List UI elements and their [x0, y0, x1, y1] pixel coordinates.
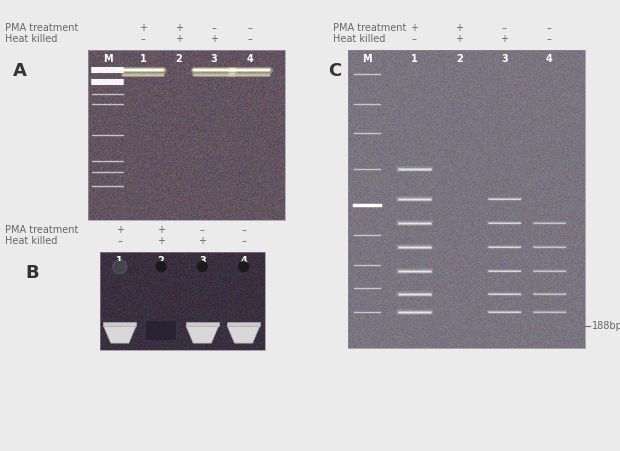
Circle shape — [113, 260, 127, 274]
Text: +: + — [500, 34, 508, 44]
Bar — [348, 50, 585, 348]
Text: +: + — [455, 34, 463, 44]
Text: –: – — [200, 225, 205, 235]
Text: PMA treatment: PMA treatment — [5, 225, 78, 235]
Text: 3: 3 — [199, 256, 206, 266]
Circle shape — [239, 262, 249, 272]
Text: –: – — [141, 34, 146, 44]
Text: 4: 4 — [240, 256, 247, 266]
Bar — [100, 252, 265, 350]
Text: +: + — [157, 236, 165, 246]
Text: –: – — [117, 236, 122, 246]
Text: +: + — [175, 23, 183, 33]
Polygon shape — [227, 326, 260, 343]
Text: –: – — [502, 23, 507, 33]
Text: +: + — [198, 236, 206, 246]
Circle shape — [197, 262, 207, 272]
Text: 4: 4 — [546, 54, 553, 64]
Polygon shape — [104, 326, 136, 343]
Text: M: M — [103, 54, 112, 64]
Bar — [146, 321, 176, 340]
Text: +: + — [116, 225, 124, 235]
Text: 2: 2 — [175, 54, 182, 64]
Text: 2: 2 — [456, 54, 463, 64]
Text: 4: 4 — [246, 54, 253, 64]
Text: Heat killed: Heat killed — [5, 236, 58, 246]
Text: +: + — [175, 34, 183, 44]
Text: –: – — [412, 34, 417, 44]
Text: Heat killed: Heat killed — [5, 34, 58, 44]
Text: +: + — [210, 34, 218, 44]
Text: PMA treatment: PMA treatment — [333, 23, 406, 33]
Bar — [104, 322, 136, 326]
Text: 2: 2 — [157, 256, 164, 266]
Text: 188bp: 188bp — [592, 321, 620, 331]
Text: B: B — [25, 264, 38, 282]
Text: –: – — [211, 23, 216, 33]
Bar — [227, 322, 260, 326]
Text: +: + — [410, 23, 418, 33]
Text: –: – — [547, 34, 552, 44]
Text: 1: 1 — [140, 54, 146, 64]
Text: A: A — [13, 62, 27, 80]
Text: –: – — [547, 23, 552, 33]
Circle shape — [115, 262, 125, 272]
Text: –: – — [241, 236, 246, 246]
Circle shape — [156, 262, 166, 272]
Text: M: M — [362, 54, 372, 64]
Text: C: C — [328, 62, 341, 80]
Bar — [88, 50, 285, 220]
Text: +: + — [455, 23, 463, 33]
Text: –: – — [247, 34, 252, 44]
Text: 3: 3 — [501, 54, 508, 64]
Text: Heat killed: Heat killed — [333, 34, 386, 44]
Text: PMA treatment: PMA treatment — [5, 23, 78, 33]
Text: 1: 1 — [411, 54, 418, 64]
Text: –: – — [247, 23, 252, 33]
Text: +: + — [139, 23, 147, 33]
Bar — [186, 322, 219, 326]
Text: 1: 1 — [117, 256, 123, 266]
Polygon shape — [186, 326, 219, 343]
Text: +: + — [157, 225, 165, 235]
Text: –: – — [241, 225, 246, 235]
Text: 3: 3 — [211, 54, 218, 64]
